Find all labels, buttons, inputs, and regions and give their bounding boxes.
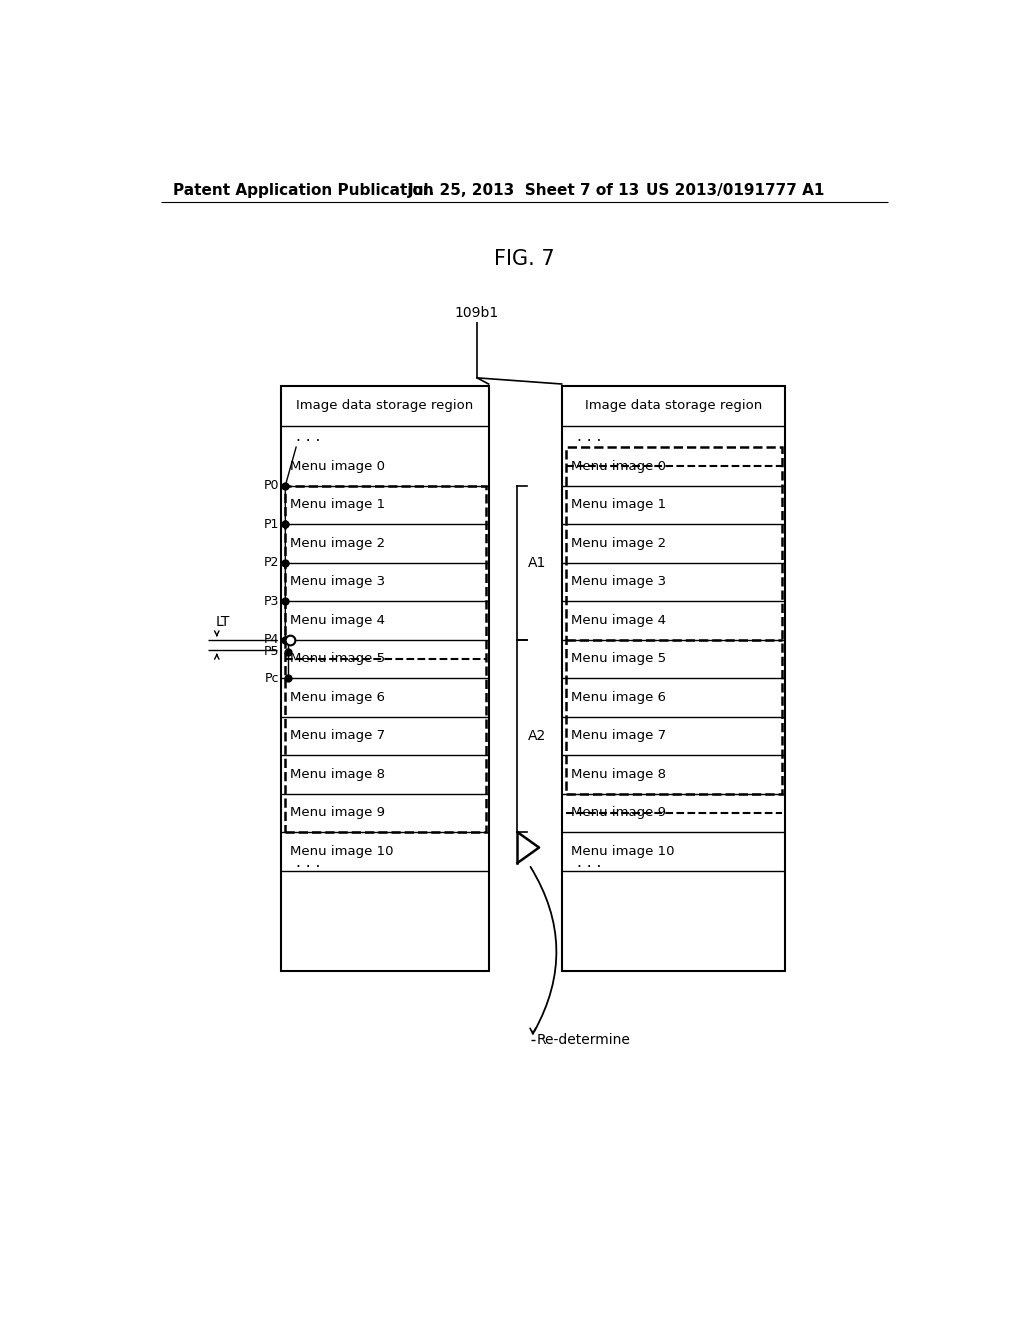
Text: FIG. 7: FIG. 7 <box>495 248 555 268</box>
Text: A1: A1 <box>528 556 547 570</box>
Text: P4: P4 <box>264 634 280 647</box>
Text: Patent Application Publication: Patent Application Publication <box>173 183 433 198</box>
Text: Menu image 7: Menu image 7 <box>290 730 385 742</box>
Text: Re-determine: Re-determine <box>537 1034 631 1047</box>
Text: Pc: Pc <box>264 672 280 685</box>
Text: . . .: . . . <box>296 429 321 444</box>
Text: . . .: . . . <box>578 429 601 444</box>
Text: Menu image 4: Menu image 4 <box>290 614 385 627</box>
Text: P5: P5 <box>263 645 280 659</box>
Text: Menu image 10: Menu image 10 <box>290 845 393 858</box>
Bar <box>562 385 785 970</box>
Text: LT: LT <box>215 615 229 628</box>
Text: P0: P0 <box>263 479 280 492</box>
Text: Jul. 25, 2013  Sheet 7 of 13: Jul. 25, 2013 Sheet 7 of 13 <box>408 183 640 198</box>
Text: Menu image 9: Menu image 9 <box>290 807 385 820</box>
Bar <box>286 486 485 832</box>
Text: P1: P1 <box>264 517 280 531</box>
Text: US 2013/0191777 A1: US 2013/0191777 A1 <box>646 183 825 198</box>
Text: Menu image 8: Menu image 8 <box>290 768 385 781</box>
Text: Menu image 0: Menu image 0 <box>571 459 666 473</box>
Text: Menu image 3: Menu image 3 <box>290 576 385 589</box>
Text: . . .: . . . <box>296 855 321 870</box>
Bar <box>566 447 782 793</box>
Text: 109b1: 109b1 <box>455 306 499 321</box>
Text: Menu image 1: Menu image 1 <box>290 499 385 511</box>
Text: . . .: . . . <box>578 855 601 870</box>
Text: Menu image 7: Menu image 7 <box>571 730 667 742</box>
Text: Image data storage region: Image data storage region <box>585 399 762 412</box>
Text: P2: P2 <box>264 556 280 569</box>
Bar <box>281 385 488 970</box>
Text: Menu image 6: Menu image 6 <box>290 690 385 704</box>
Text: Menu image 10: Menu image 10 <box>571 845 675 858</box>
Text: Menu image 8: Menu image 8 <box>571 768 666 781</box>
Text: Menu image 6: Menu image 6 <box>571 690 666 704</box>
Text: Image data storage region: Image data storage region <box>296 399 473 412</box>
Text: P3: P3 <box>264 594 280 607</box>
Text: Menu image 2: Menu image 2 <box>571 537 667 550</box>
Text: Menu image 9: Menu image 9 <box>571 807 666 820</box>
Text: Menu image 0: Menu image 0 <box>290 459 385 473</box>
Text: Menu image 2: Menu image 2 <box>290 537 385 550</box>
Text: Menu image 1: Menu image 1 <box>571 499 667 511</box>
Text: Menu image 5: Menu image 5 <box>571 652 667 665</box>
Text: Menu image 5: Menu image 5 <box>290 652 385 665</box>
Text: Menu image 3: Menu image 3 <box>571 576 667 589</box>
Text: Menu image 4: Menu image 4 <box>571 614 666 627</box>
Text: A2: A2 <box>528 729 547 743</box>
